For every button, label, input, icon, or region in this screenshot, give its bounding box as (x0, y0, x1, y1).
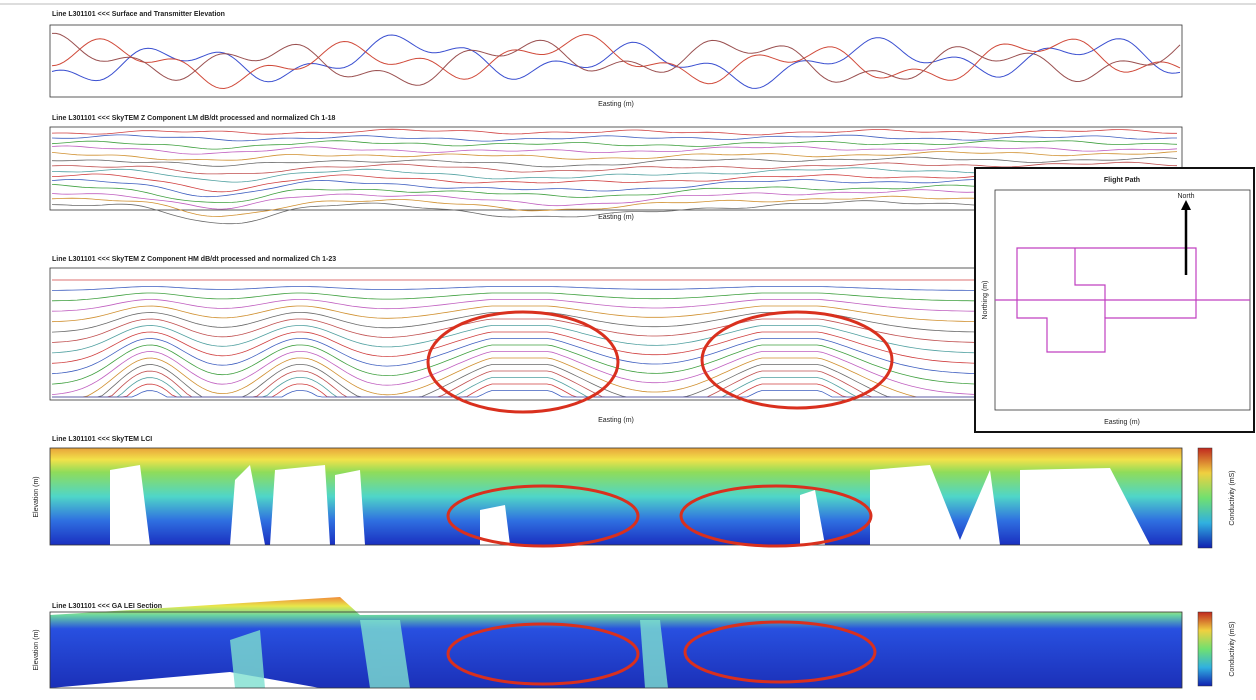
plot-frame (49, 24, 1183, 98)
colorbar (1197, 447, 1213, 549)
decay-curve (51, 145, 1178, 155)
no-data-areas (110, 465, 1150, 545)
colorbar (1197, 611, 1213, 687)
resistive-bands (230, 620, 668, 688)
panel-title: Line L301101 <<< Surface and Transmitter… (52, 11, 225, 18)
colorbar-label: Conductivity (mS) (1229, 470, 1236, 525)
x-axis-label: Easting (m) (598, 101, 634, 108)
north-arrowhead (1181, 200, 1191, 210)
decay-curve (51, 156, 1178, 168)
highlight-ellipse (446, 484, 640, 548)
highlight-ellipse (446, 622, 640, 686)
highlight-ellipse (426, 310, 620, 414)
colorbar-label: Conductivity (mS) (1229, 621, 1236, 676)
highlight-ellipse (700, 310, 894, 410)
decay-curve (51, 34, 1181, 89)
inset-title: Flight Path (1104, 177, 1140, 184)
inset-y-label: Northing (m) (982, 281, 989, 320)
x-axis-label: Easting (m) (598, 214, 634, 221)
section-image (50, 597, 1182, 688)
y-axis-label: Elevation (m) (33, 629, 40, 670)
panel-title: Line L301101 <<< SkyTEM Z Component HM d… (52, 256, 336, 263)
north-label: North (1177, 193, 1194, 200)
decay-curve (51, 34, 1181, 90)
decay-curve (51, 140, 1178, 150)
x-axis-label: Easting (m) (598, 417, 634, 424)
decay-curve (52, 32, 1181, 86)
panel-title: Line L301101 <<< SkyTEM Z Component LM d… (52, 115, 335, 122)
panel-title: Line L301101 <<< GA LEI Section (52, 603, 162, 610)
inset-x-label: Easting (m) (1104, 419, 1140, 426)
decay-curve (51, 134, 1177, 142)
decay-curve (51, 151, 1178, 161)
decay-curve (51, 161, 1178, 175)
flight-lines (995, 247, 1250, 353)
plot-frame (49, 611, 1183, 689)
highlight-ellipse (683, 620, 877, 684)
highlight-ellipse (679, 484, 873, 548)
decay-curve (51, 128, 1177, 136)
panel-title: Line L301101 <<< SkyTEM LCI (52, 436, 152, 443)
y-axis-label: Elevation (m) (33, 476, 40, 517)
plot-frame (49, 447, 1183, 546)
